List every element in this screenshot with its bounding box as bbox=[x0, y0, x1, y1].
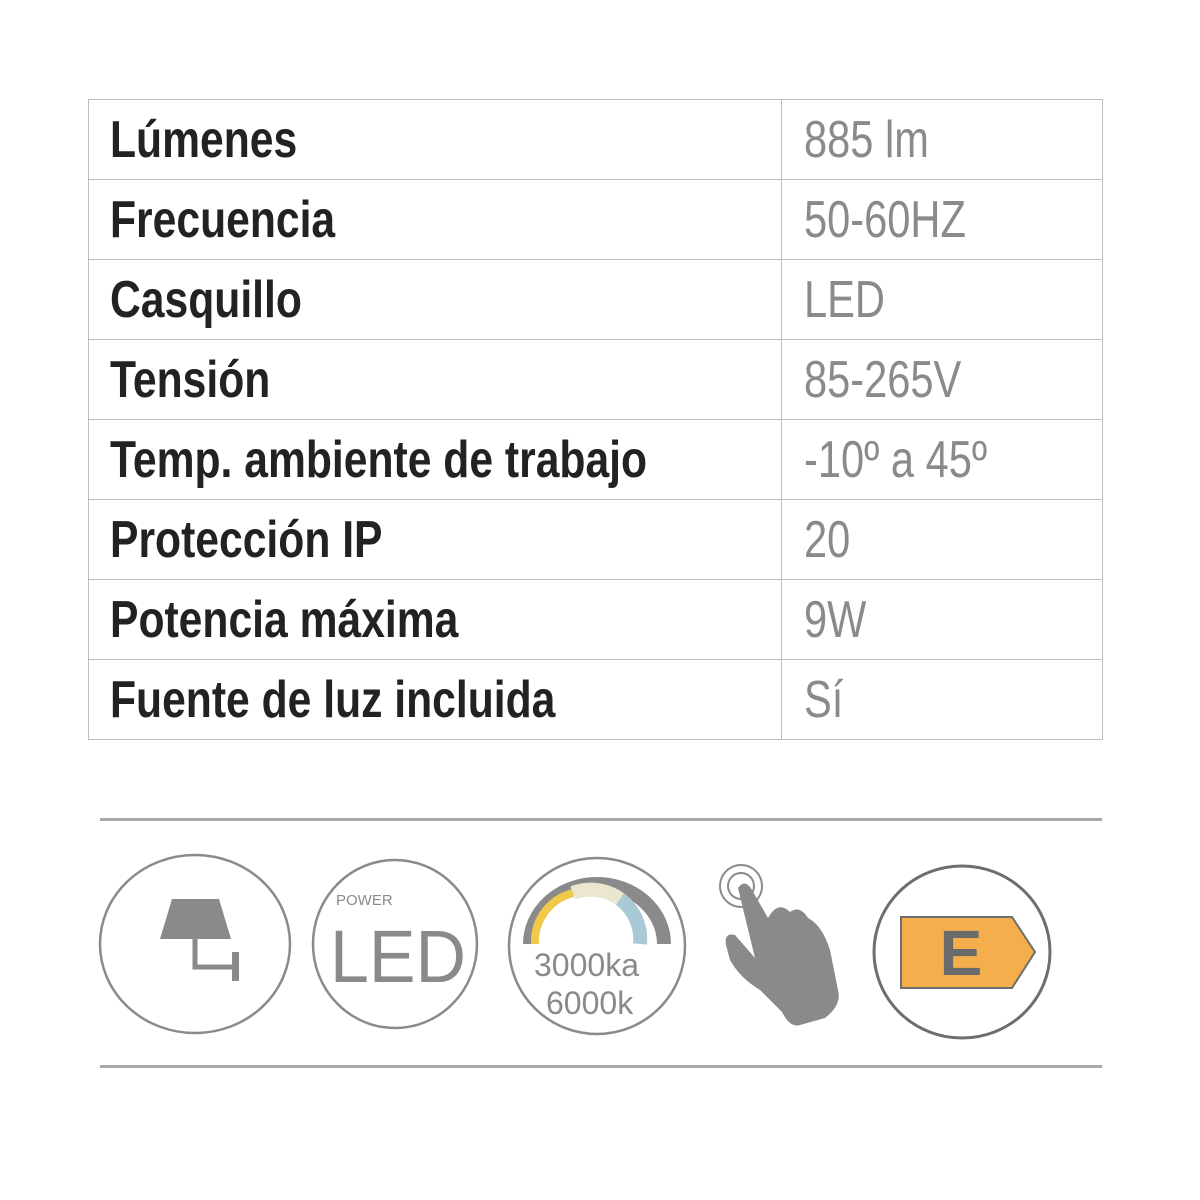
spec-label-cell: Casquillo bbox=[88, 259, 782, 340]
spec-row: Casquillo LED bbox=[88, 259, 1103, 340]
spec-label: Casquillo bbox=[110, 270, 302, 329]
spec-row: Frecuencia 50-60HZ bbox=[88, 179, 1103, 260]
spec-row: Protección IP 20 bbox=[88, 499, 1103, 580]
feature-icons: POWER LED 3000ka 6000k E bbox=[98, 853, 1052, 1040]
spec-value: Sí bbox=[804, 670, 844, 729]
spec-row: Fuente de luz incluida Sí bbox=[88, 659, 1103, 740]
spec-value: 50-60HZ bbox=[804, 190, 966, 249]
spec-label-cell: Lúmenes bbox=[88, 99, 782, 180]
spec-table: Lúmenes 885 lm Frecuencia 50-60HZ Casquillo L… bbox=[88, 99, 1103, 740]
color-temperature-icon: 3000ka 6000k bbox=[507, 856, 687, 1036]
spec-label: Lúmenes bbox=[110, 110, 298, 169]
spec-value: -10º a 45º bbox=[804, 430, 988, 489]
spec-value: 885 lm bbox=[804, 110, 929, 169]
spec-row: Tensión 85-265V bbox=[88, 339, 1103, 420]
spec-value-cell: 9W bbox=[781, 579, 1103, 660]
spec-value-cell: 85-265V bbox=[781, 339, 1103, 420]
divider-bottom bbox=[100, 1065, 1102, 1068]
spec-value: 85-265V bbox=[804, 350, 962, 409]
divider-top bbox=[100, 818, 1102, 821]
spec-label-cell: Protección IP bbox=[88, 499, 782, 580]
spec-label-cell: Frecuencia bbox=[88, 179, 782, 260]
spec-value-cell: 50-60HZ bbox=[781, 179, 1103, 260]
temp-line2: 6000k bbox=[546, 985, 634, 1021]
spec-label: Protección IP bbox=[110, 510, 383, 569]
wall-lamp-icon bbox=[98, 853, 292, 1035]
spec-label-cell: Fuente de luz incluida bbox=[88, 659, 782, 740]
temp-line1: 3000ka bbox=[534, 947, 639, 983]
power-label: POWER bbox=[336, 892, 393, 909]
spec-value: 9W bbox=[804, 590, 867, 649]
spec-row: Temp. ambiente de trabajo -10º a 45º bbox=[88, 419, 1103, 500]
spec-label: Tensión bbox=[110, 350, 271, 409]
spec-label: Fuente de luz incluida bbox=[110, 670, 556, 729]
touch-hand-icon bbox=[719, 864, 839, 1026]
energy-class-label: E bbox=[940, 917, 983, 989]
spec-value-cell: 20 bbox=[781, 499, 1103, 580]
spec-label: Potencia máxima bbox=[110, 590, 459, 649]
spec-label-cell: Temp. ambiente de trabajo bbox=[88, 419, 782, 500]
spec-value-cell: 885 lm bbox=[781, 99, 1103, 180]
spec-row: Potencia máxima 9W bbox=[88, 579, 1103, 660]
power-led-icon: POWER LED bbox=[311, 858, 479, 1030]
led-label: LED bbox=[330, 915, 466, 998]
spec-label-cell: Potencia máxima bbox=[88, 579, 782, 660]
spec-label: Temp. ambiente de trabajo bbox=[110, 430, 648, 489]
spec-value: 20 bbox=[804, 510, 851, 569]
spec-value: LED bbox=[804, 270, 885, 329]
spec-row: Lúmenes 885 lm bbox=[88, 99, 1103, 180]
spec-label-cell: Tensión bbox=[88, 339, 782, 420]
energy-class-icon: E bbox=[872, 864, 1052, 1040]
spec-label: Frecuencia bbox=[110, 190, 336, 249]
spec-value-cell: LED bbox=[781, 259, 1103, 340]
spec-value-cell: -10º a 45º bbox=[781, 419, 1103, 500]
spec-value-cell: Sí bbox=[781, 659, 1103, 740]
